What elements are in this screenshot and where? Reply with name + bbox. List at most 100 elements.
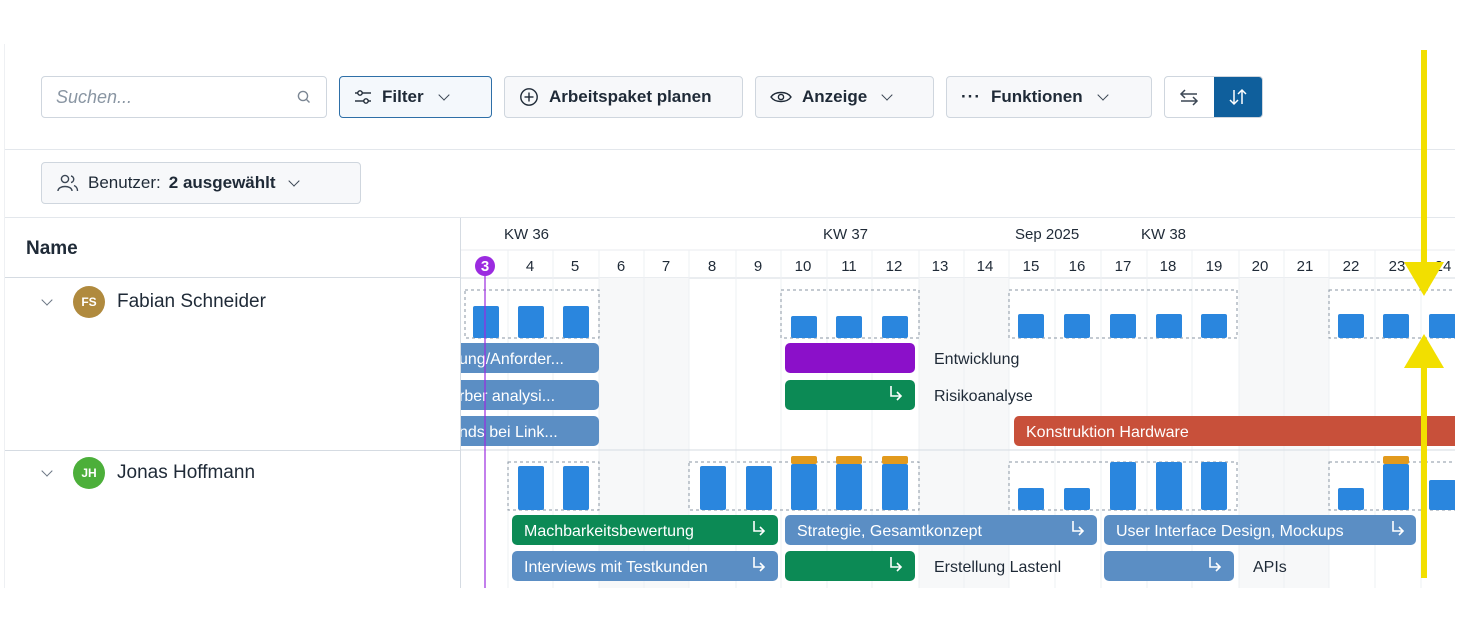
functions-label: Funktionen: [990, 87, 1083, 106]
task-bar[interactable]: [461, 343, 599, 373]
day-label: 20: [1252, 258, 1269, 275]
workload-bar: [1338, 314, 1364, 338]
workload-bar: [1110, 462, 1136, 510]
overload-bar: [791, 456, 817, 464]
avatar: FS: [73, 286, 105, 318]
functions-button[interactable]: ··· Funktionen: [946, 76, 1152, 118]
day-label: 17: [1115, 258, 1132, 275]
overload-bar: [836, 456, 862, 464]
task-bar[interactable]: [1014, 416, 1455, 446]
workload-bar: [1156, 462, 1182, 510]
task-bar[interactable]: [461, 416, 599, 446]
filter-label: Filter: [382, 87, 424, 106]
team-planner: Suchen... Filter Arbeitspaket planen Anz…: [4, 44, 1455, 588]
sliders-icon: [355, 90, 371, 104]
vertical-swap-toggle[interactable]: [1213, 77, 1262, 117]
day-label: 21: [1297, 258, 1314, 275]
task-bar[interactable]: [785, 551, 915, 581]
workload-bar: [1110, 314, 1136, 338]
workload-bar: [518, 306, 544, 338]
person-row[interactable]: FS Fabian Schneider: [5, 286, 461, 318]
workload-bar: [1064, 314, 1090, 338]
workload-bar: [473, 306, 499, 338]
today-marker: [475, 256, 495, 276]
workload-bar: [1383, 314, 1409, 338]
swap-horizontal-icon: [1180, 89, 1199, 106]
task-bar[interactable]: [785, 380, 915, 410]
display-button[interactable]: Anzeige: [755, 76, 934, 118]
day-label: 16: [1069, 258, 1086, 275]
workload-bar: [518, 466, 544, 510]
week-label: KW 36: [504, 226, 549, 243]
eye-icon: [770, 91, 792, 103]
filter-button[interactable]: Filter: [339, 76, 492, 118]
follow-arrow-icon: [1072, 521, 1083, 532]
plus-circle-icon: [520, 88, 538, 106]
name-column-header: Name: [5, 218, 460, 278]
day-label: 18: [1160, 258, 1177, 275]
day-label: 24: [1435, 258, 1452, 275]
person-row[interactable]: JH Jonas Hoffmann: [5, 457, 461, 489]
task-bar-label: APIs: [1253, 559, 1287, 576]
workload-bar: [1429, 480, 1455, 510]
swap-vertical-icon: [1229, 88, 1247, 106]
display-label: Anzeige: [802, 87, 868, 106]
day-label: 5: [571, 258, 579, 275]
day-label: 23: [1389, 258, 1406, 275]
overload-bar: [882, 456, 908, 464]
task-bar-label: Erstellung Lastenl: [934, 559, 1061, 576]
workload-bar: [1018, 488, 1044, 510]
timeline: KW 36 KW 37 Sep 2025 KW 38: [461, 218, 1455, 588]
horizontal-swap-toggle[interactable]: [1165, 77, 1214, 117]
day-label: 19: [1206, 258, 1223, 275]
follow-arrow-head: [1215, 562, 1222, 572]
person-name: Fabian Schneider: [117, 291, 266, 312]
day-label: 7: [662, 258, 670, 275]
follow-arrow-icon: [753, 521, 764, 532]
workload-bar: [791, 316, 817, 338]
workload-bar: [1201, 314, 1227, 338]
follow-arrow-head: [896, 562, 903, 572]
day-label: 6: [617, 258, 625, 275]
overload-bar: [1383, 456, 1409, 464]
search-icon: [297, 90, 310, 103]
task-bar-label: Interviews mit Testkunden: [524, 559, 708, 576]
chevron-down-icon[interactable]: [41, 294, 53, 306]
day-label: 14: [977, 258, 994, 275]
task-bar-label: Risikoanalyse: [934, 388, 1033, 405]
view-toggle: [1164, 76, 1263, 118]
day-label-today: 3: [481, 258, 489, 275]
workload-bar: [700, 466, 726, 510]
task-bar-label: ung/Anforder...: [461, 351, 564, 368]
follow-arrow-head: [896, 391, 903, 401]
week-label: KW 37: [823, 226, 868, 243]
plan-work-package-button[interactable]: Arbeitspaket planen: [504, 76, 743, 118]
search-input[interactable]: Suchen...: [41, 76, 327, 118]
task-bar-label: User Interface Design, Mockups: [1116, 523, 1344, 540]
task-bar[interactable]: [461, 380, 599, 410]
task-bar-label: Entwicklung: [934, 351, 1019, 368]
day-label: 13: [932, 258, 949, 275]
task-bar[interactable]: [785, 515, 1097, 545]
day-label: 8: [708, 258, 716, 275]
day-label: 15: [1023, 258, 1040, 275]
row-divider: [5, 450, 461, 451]
task-bar-label: rber analysi...: [461, 388, 555, 405]
chevron-down-icon[interactable]: [41, 465, 53, 477]
name-column: Name FS Fabian Schneider JH Jonas Hoffma…: [5, 218, 461, 588]
workload-bar: [836, 316, 862, 338]
task-bar-label: Strategie, Gesamtkonzept: [797, 523, 983, 540]
task-bar[interactable]: [1104, 515, 1416, 545]
task-bar[interactable]: [785, 343, 915, 373]
workload-bar: [563, 306, 589, 338]
week-workload-box: [507, 461, 600, 511]
users-filter-button[interactable]: Benutzer: 2 ausgewählt: [41, 162, 361, 204]
task-bar[interactable]: [512, 551, 778, 581]
follow-arrow-icon: [890, 557, 901, 568]
task-bar[interactable]: [512, 515, 778, 545]
task-bar[interactable]: [1104, 551, 1234, 581]
more-icon: ···: [961, 87, 981, 106]
users-filter-value: 2 ausgewählt: [168, 173, 276, 192]
week-workload-box: [1328, 289, 1455, 339]
avatar: JH: [73, 457, 105, 489]
